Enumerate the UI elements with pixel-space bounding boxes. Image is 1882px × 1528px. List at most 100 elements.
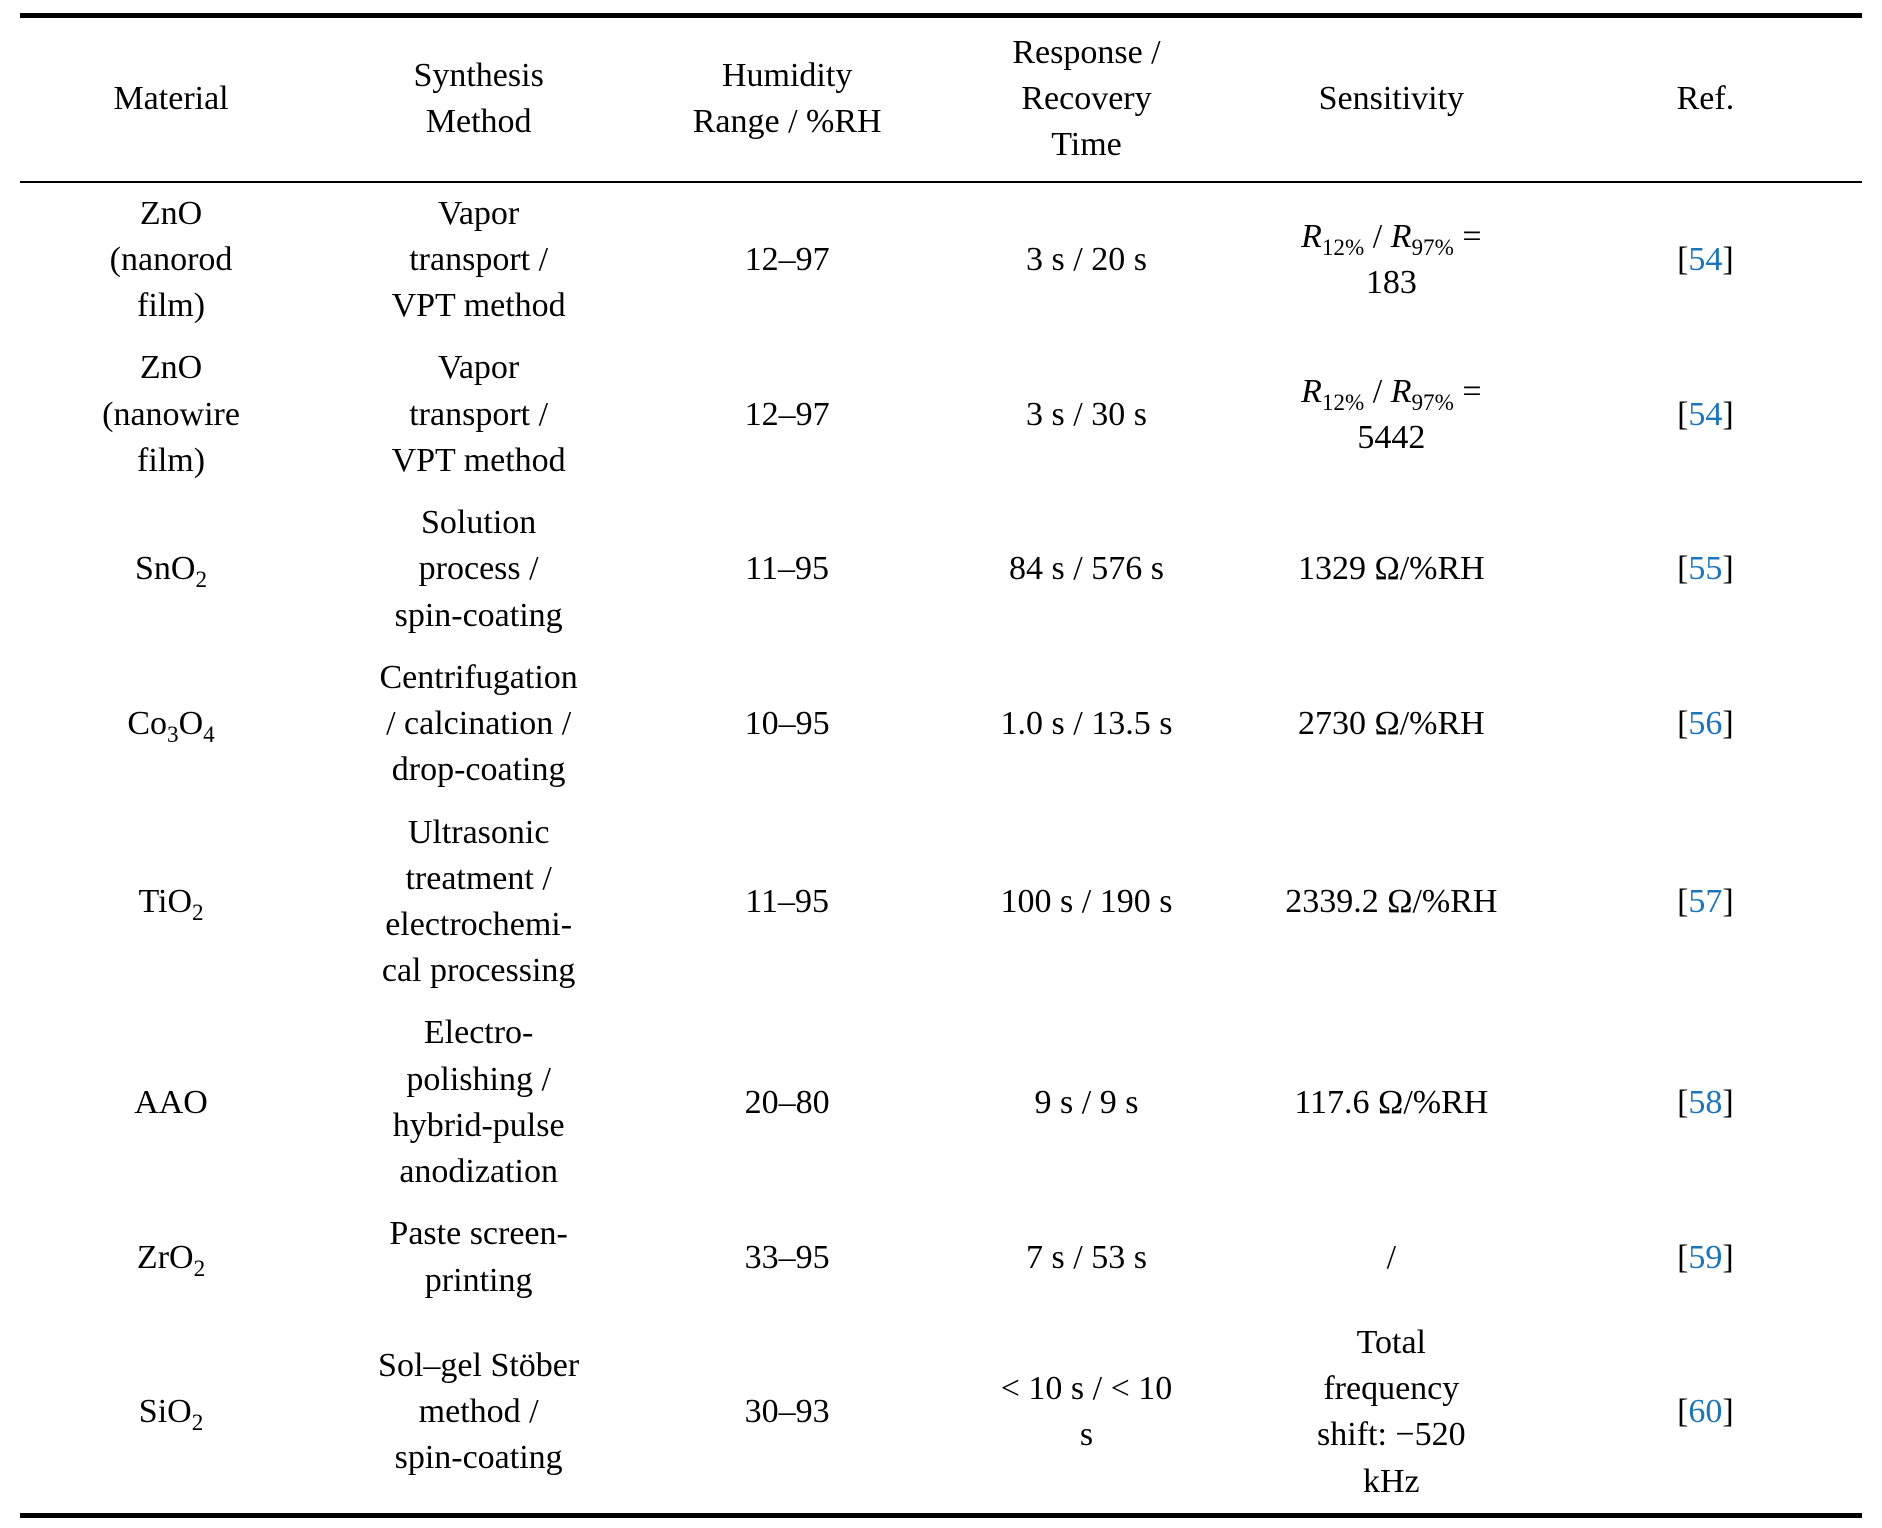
text-segment: 12%: [1321, 234, 1365, 261]
cell-synthesis: Centrifugation / calcination / drop-coat…: [322, 647, 635, 802]
cell-response: 3 s / 30 s: [939, 337, 1234, 492]
humidity-sensor-materials-table: Material Synthesis Method Humidity Range /…: [20, 13, 1862, 1518]
table-row: ZnO (nanorod film) Vapor transport / VPT …: [20, 182, 1862, 338]
text-segment: ZrO: [136, 1238, 194, 1276]
text-segment: R: [1390, 217, 1412, 255]
text-segment: 7 s / 53 s: [1026, 1238, 1147, 1276]
cell-ref: [54]: [1549, 182, 1862, 338]
citation-link[interactable]: 59: [1688, 1238, 1723, 1276]
cell-response: 1.0 s / 13.5 s: [939, 647, 1234, 802]
text-segment: Vapor transport / VPT method: [391, 194, 566, 325]
citation-link[interactable]: 55: [1688, 550, 1723, 588]
citation-link[interactable]: 54: [1688, 395, 1723, 433]
cell-material: ZrO2: [20, 1203, 322, 1311]
text-segment: ]: [1722, 395, 1734, 433]
text-segment: ZnO (nanowire film): [102, 349, 240, 479]
citation-link[interactable]: 56: [1688, 705, 1723, 743]
cell-sensitivity: R12% / R97% = 183: [1234, 182, 1549, 338]
cell-sensitivity: 2339.2 Ω/%RH: [1234, 802, 1549, 1003]
citation-link[interactable]: 54: [1688, 240, 1723, 278]
text-segment: 2: [193, 1255, 206, 1282]
cell-sensitivity: R12% / R97% = 5442: [1234, 337, 1549, 492]
text-segment: SiO: [138, 1393, 192, 1431]
citation-link[interactable]: 60: [1688, 1393, 1723, 1431]
text-segment: ]: [1722, 1238, 1734, 1276]
citation-link[interactable]: 57: [1688, 882, 1723, 920]
text-segment: [: [1677, 1083, 1689, 1121]
text-segment: AAO: [134, 1083, 208, 1121]
header-row: Material Synthesis Method Humidity Range /…: [20, 16, 1862, 182]
cell-synthesis: Sol–gel Stöber method / spin-coating: [322, 1312, 635, 1515]
text-segment: O: [178, 705, 204, 743]
text-segment: 117.6 Ω/%RH: [1294, 1083, 1489, 1121]
table-body: ZnO (nanorod film) Vapor transport / VPT …: [20, 182, 1862, 1516]
text-segment: 97%: [1411, 234, 1454, 261]
text-segment: 9 s / 9 s: [1034, 1083, 1139, 1121]
text-segment: TiO: [138, 882, 193, 920]
text-segment: 84 s / 576 s: [1009, 550, 1164, 588]
text-segment: Vapor transport / VPT method: [391, 349, 566, 479]
text-segment: ]: [1722, 550, 1734, 588]
text-segment: ]: [1722, 240, 1734, 278]
table-row: SiO2 Sol–gel Stöber method / spin-coating…: [20, 1312, 1862, 1515]
text-segment: /: [1364, 217, 1391, 255]
text-segment: < 10 s / < 10 s: [1000, 1370, 1173, 1454]
cell-ref: [56]: [1549, 647, 1862, 802]
column-header-response: Response / Recovery Time: [1012, 34, 1161, 164]
table-row: AAO Electro- polishing / hybrid-pulse ano…: [20, 1002, 1862, 1203]
text-segment: 100 s / 190 s: [1000, 882, 1173, 920]
text-segment: 3 s / 30 s: [1026, 395, 1147, 433]
table-header: Material Synthesis Method Humidity Range /…: [20, 16, 1862, 182]
text-segment: [: [1677, 1393, 1689, 1431]
text-segment: 3 s / 20 s: [1026, 240, 1147, 278]
cell-ref: [58]: [1549, 1002, 1862, 1203]
cell-material: SnO2: [20, 492, 322, 647]
cell-ref: [54]: [1549, 337, 1862, 492]
citation-link[interactable]: 58: [1688, 1083, 1723, 1121]
cell-material: AAO: [20, 1002, 322, 1203]
text-segment: Co: [127, 705, 168, 743]
cell-synthesis: Vapor transport / VPT method: [322, 182, 635, 338]
table-row: Co3O4 Centrifugation / calcination / drop…: [20, 647, 1862, 802]
text-segment: 2339.2 Ω/%RH: [1285, 882, 1498, 920]
cell-humidity: 11–95: [635, 802, 939, 1003]
text-segment: [: [1677, 550, 1689, 588]
text-segment: 20–80: [744, 1083, 830, 1121]
cell-material: TiO2: [20, 802, 322, 1003]
text-segment: 1.0 s / 13.5 s: [1000, 705, 1173, 743]
text-segment: 12–97: [744, 240, 830, 278]
text-segment: /: [1364, 372, 1391, 410]
cell-material: Co3O4: [20, 647, 322, 802]
cell-sensitivity: /: [1234, 1203, 1549, 1311]
text-segment: 1329 Ω/%RH: [1297, 550, 1485, 588]
text-segment: 3: [167, 721, 179, 748]
column-header-sensitivity: Sensitivity: [1318, 80, 1465, 118]
text-segment: 4: [203, 721, 215, 748]
text-segment: [: [1677, 1238, 1689, 1276]
cell-ref: [57]: [1549, 802, 1862, 1003]
cell-synthesis: Vapor transport / VPT method: [322, 337, 635, 492]
text-segment: 2: [191, 1410, 204, 1436]
cell-sensitivity: 117.6 Ω/%RH: [1234, 1002, 1549, 1203]
text-segment: [: [1677, 705, 1689, 743]
text-segment: Ultrasonic treatment / electrochemi- cal…: [381, 813, 576, 990]
text-segment: = 183: [1365, 217, 1482, 302]
column-header-humidity: Humidity Range / %RH: [692, 57, 882, 141]
cell-humidity: 11–95: [635, 492, 939, 647]
cell-humidity: 33–95: [635, 1203, 939, 1311]
text-segment: 11–95: [745, 882, 830, 920]
cell-synthesis: Electro- polishing / hybrid-pulse anodiz…: [322, 1002, 635, 1203]
cell-sensitivity: 1329 Ω/%RH: [1234, 492, 1549, 647]
text-segment: SnO: [135, 550, 196, 588]
text-segment: [: [1677, 240, 1689, 278]
text-segment: ]: [1722, 1083, 1734, 1121]
cell-response: < 10 s / < 10 s: [939, 1312, 1234, 1515]
cell-humidity: 12–97: [635, 337, 939, 492]
text-segment: 2: [195, 567, 208, 594]
text-segment: 2730 Ω/%RH: [1297, 705, 1485, 743]
text-segment: = 5442: [1357, 372, 1482, 456]
text-segment: R: [1301, 372, 1322, 410]
cell-material: ZnO (nanowire film): [20, 337, 322, 492]
text-segment: ]: [1722, 882, 1734, 920]
